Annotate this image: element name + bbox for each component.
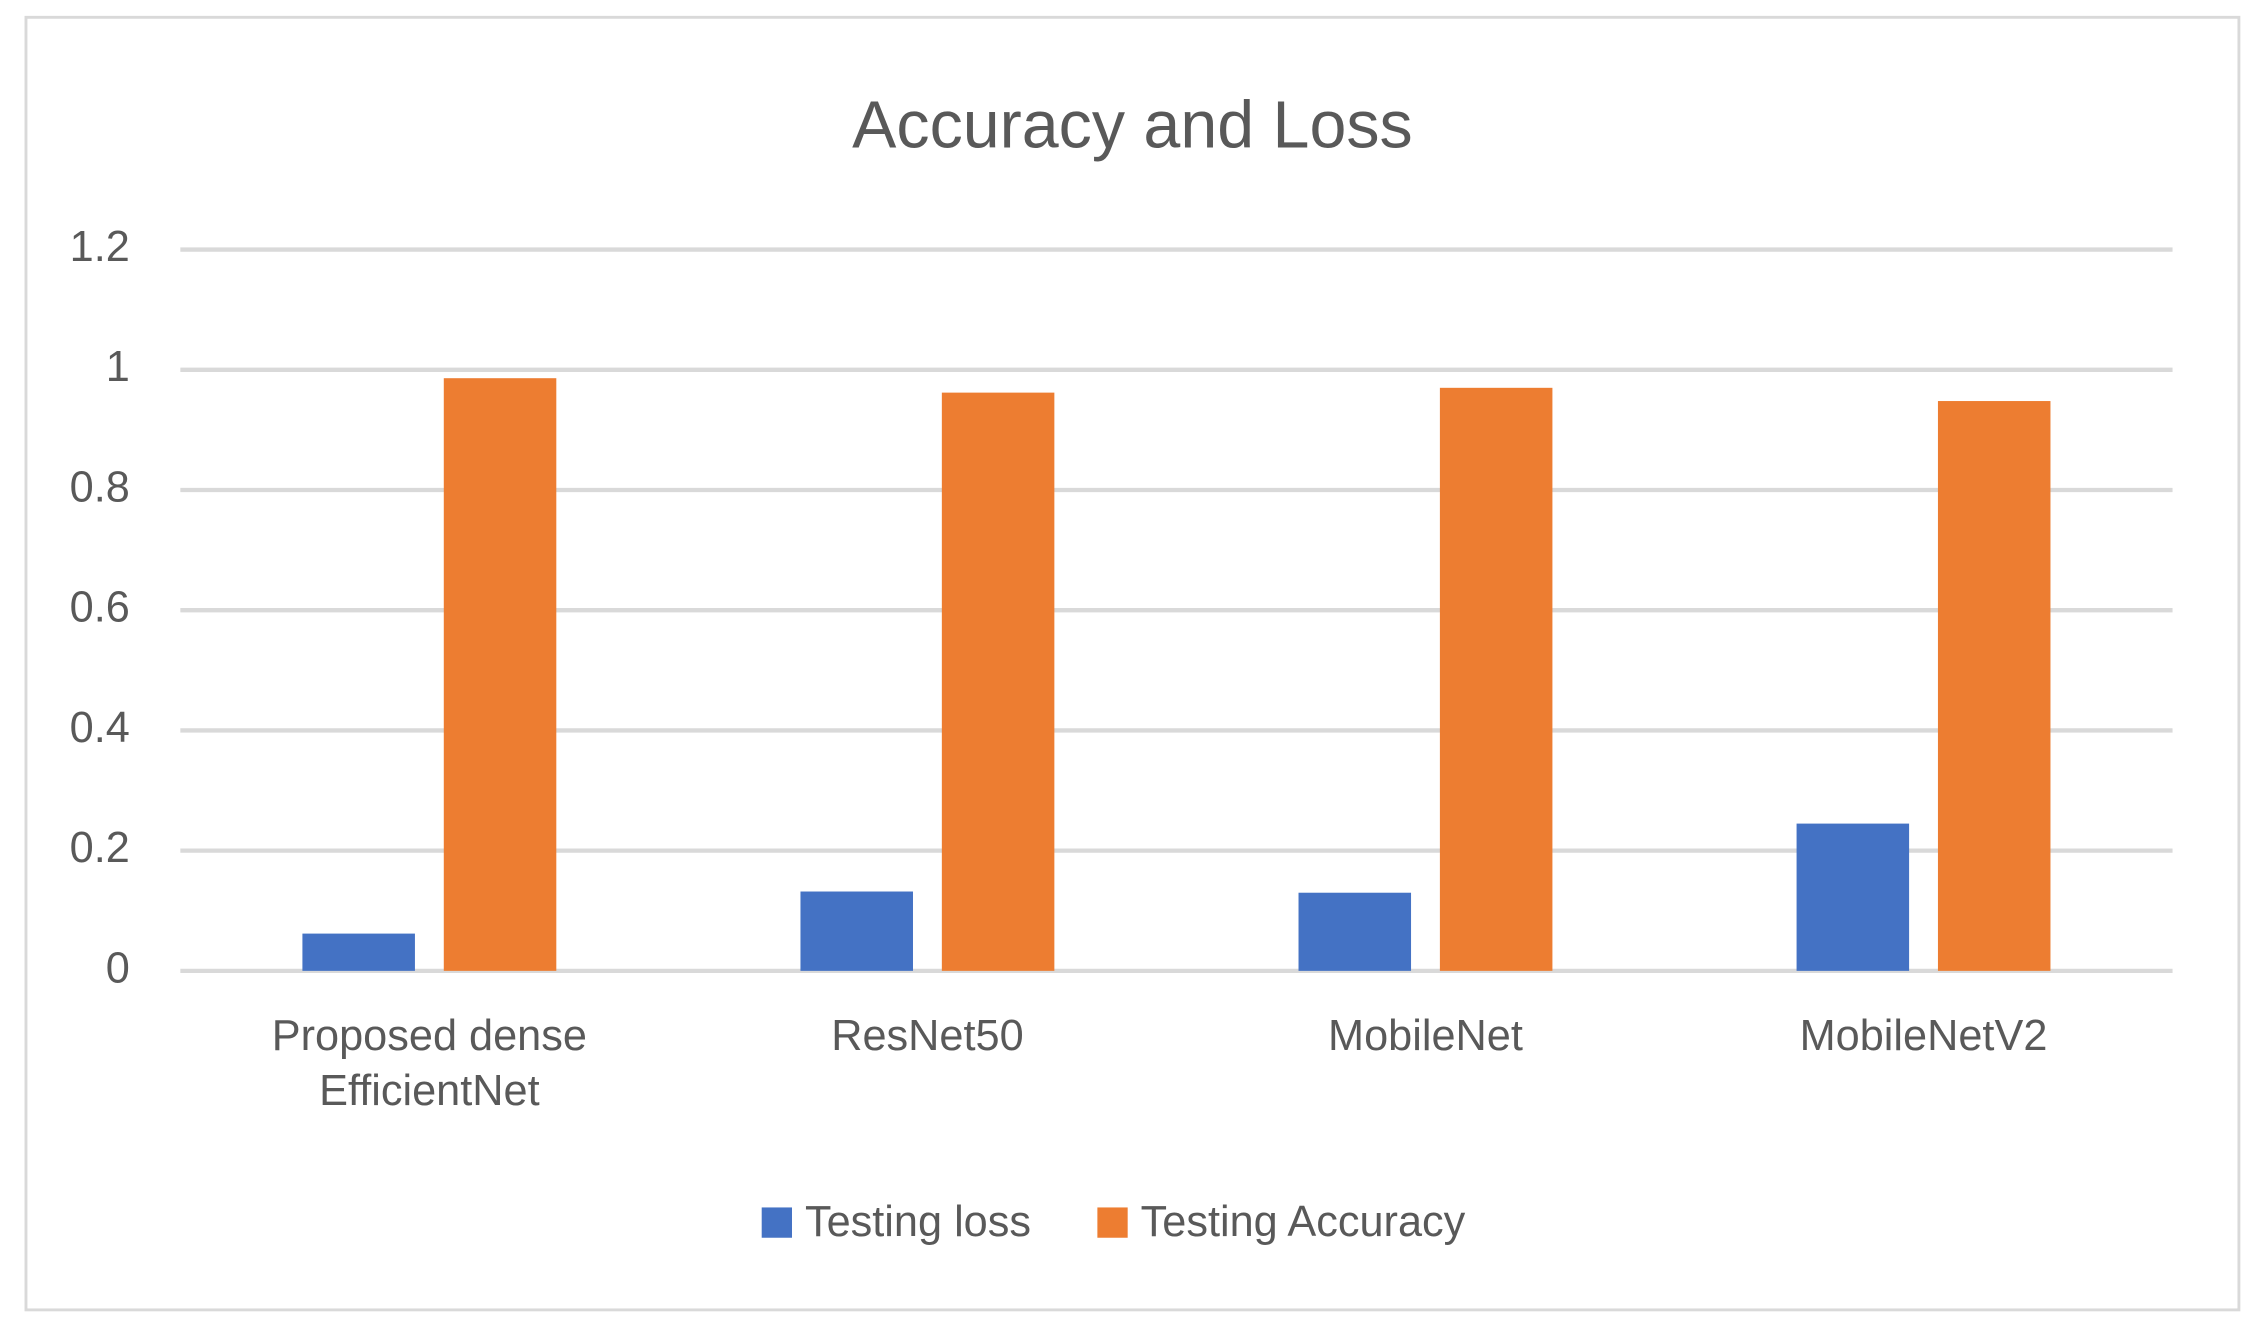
chart-border [24,15,2241,1312]
bar [302,933,415,971]
bar [1439,387,1553,971]
bar [1937,401,2051,971]
x-tick-label-box: Proposed dense EfficientNet [271,1012,587,1116]
y-tick-label: 0.2 [70,824,130,872]
y-tick-label: 0.6 [70,584,130,632]
y-tick-label: 0 [106,944,130,992]
legend-swatch [761,1207,792,1238]
y-tick-label: 1.2 [70,223,130,271]
x-tick-label: Proposed dense EfficientNet [271,1012,587,1116]
bar [443,378,557,971]
bar [941,392,1055,971]
legend-swatch [1097,1207,1128,1238]
y-tick-label: 0.8 [70,463,130,511]
x-tick-label: MobileNetV2 [1799,1012,2048,1061]
bar [800,891,913,971]
bar [1298,892,1412,971]
x-tick-label-box: MobileNetV2 [1799,1012,2048,1061]
x-tick-label-box: MobileNet [1328,1012,1523,1061]
x-tick-label: MobileNet [1328,1012,1523,1061]
x-tick-label: ResNet50 [831,1012,1024,1061]
legend-label: Testing Accuracy [1141,1198,1466,1246]
legend-label: Testing loss [805,1198,1031,1246]
chart-title: Accuracy and Loss [852,88,1413,162]
y-tick-label: 1 [106,343,130,391]
bar [1796,823,1910,971]
y-tick-label: 0.4 [70,704,130,752]
x-tick-label-box: ResNet50 [831,1012,1024,1061]
